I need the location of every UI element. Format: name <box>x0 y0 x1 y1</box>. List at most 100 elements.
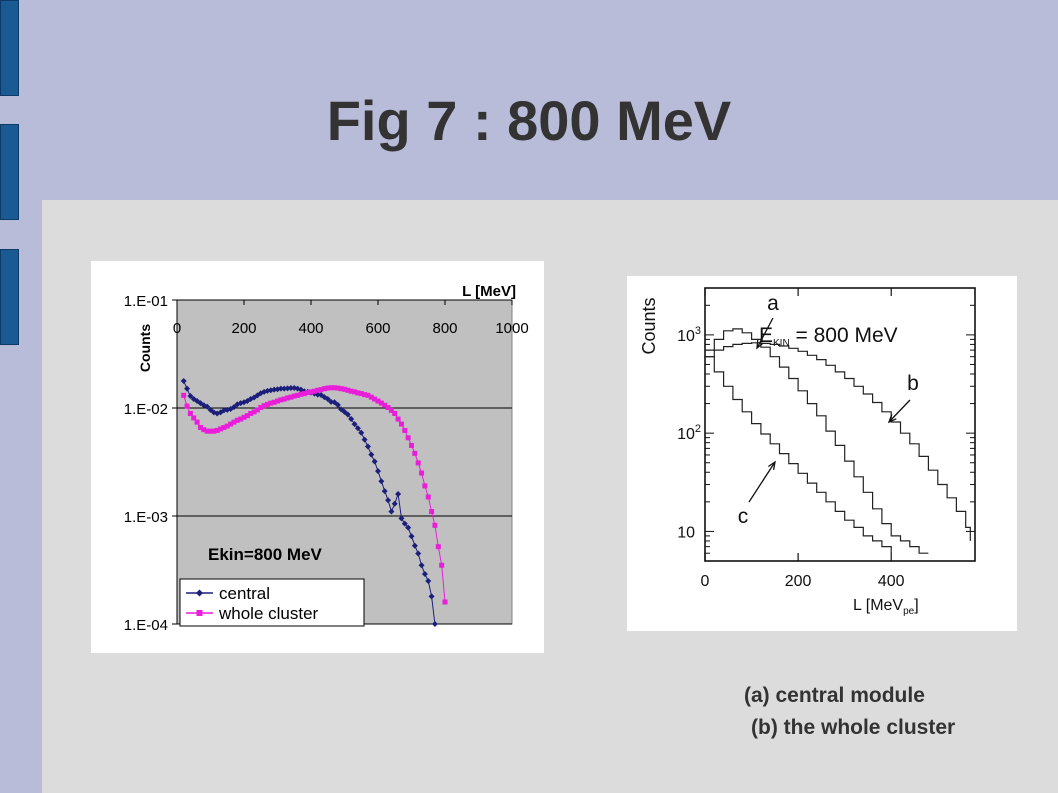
chart-annotation: Ekin=800 MeV <box>208 545 323 564</box>
curve-label-a-arrowhead <box>756 339 764 350</box>
data-point <box>328 385 334 391</box>
curve-label-b: b <box>907 372 919 395</box>
data-point <box>362 392 368 398</box>
data-point <box>231 419 237 425</box>
data-point <box>388 508 395 515</box>
data-point <box>431 621 438 627</box>
data-point <box>221 424 227 430</box>
caption-central-module: (a) central module <box>744 684 925 707</box>
data-point <box>354 425 361 432</box>
data-point <box>381 488 388 495</box>
data-point <box>238 416 244 422</box>
legend-box <box>179 578 365 627</box>
data-point <box>187 410 193 416</box>
data-point <box>422 483 428 489</box>
x-axis-title: L [MeV] <box>462 283 516 300</box>
side-tab-1 <box>0 0 19 96</box>
data-point <box>405 435 411 441</box>
data-point <box>210 409 217 416</box>
y-tick-label: 1.E-03 <box>124 509 168 526</box>
y-tick-label: 1.E-01 <box>124 293 168 310</box>
data-point <box>395 416 401 422</box>
x-tick-label: 200 <box>231 320 256 337</box>
data-point <box>298 391 304 397</box>
data-point <box>227 405 234 412</box>
data-point <box>324 396 331 403</box>
data-point <box>261 403 267 409</box>
data-point <box>371 458 378 465</box>
data-point <box>184 385 191 392</box>
scanned-plot-panel: 0 200 400 103 102 10 Counts L [MeVpe] EKIN = 800… <box>627 276 1017 631</box>
data-point <box>401 520 408 527</box>
data-point <box>375 468 381 475</box>
data-point <box>425 578 432 585</box>
data-point <box>358 429 365 436</box>
x-tick-label: 600 <box>365 320 390 337</box>
x-tick-label: 1000 <box>495 320 528 337</box>
histogram-series-b <box>705 342 971 541</box>
histogram-series-a <box>705 328 929 554</box>
data-point <box>391 500 398 507</box>
data-point <box>254 407 260 413</box>
data-point <box>180 377 187 384</box>
data-point <box>321 386 327 392</box>
data-point <box>368 394 374 400</box>
data-point <box>425 494 431 500</box>
data-point <box>375 398 381 404</box>
data-point <box>201 427 207 433</box>
y-axis-title: Counts <box>639 297 659 354</box>
data-point <box>271 399 277 405</box>
data-point <box>181 392 187 398</box>
data-point <box>385 405 391 411</box>
excel-log-chart: 1.E-01 1.E-02 1.E-03 1.E-04 0 200 400 600 800 100… <box>124 283 529 634</box>
curve-label-c: c <box>738 505 749 528</box>
data-point <box>191 415 197 421</box>
data-point <box>211 428 217 434</box>
data-point <box>358 391 364 397</box>
legend-label: whole cluster <box>218 604 319 623</box>
data-point <box>318 387 324 393</box>
curve-label-a-arrow <box>756 317 774 349</box>
data-point <box>297 386 304 393</box>
curve-label-b-arrow <box>888 399 911 423</box>
data-point <box>435 544 441 550</box>
data-point <box>334 401 341 408</box>
data-point <box>428 593 435 600</box>
curve-label-b-arrowhead <box>887 414 897 424</box>
data-point <box>187 393 194 400</box>
data-point <box>412 450 418 456</box>
data-point <box>392 410 398 416</box>
caption-whole-cluster: (b) the whole cluster <box>751 716 956 739</box>
data-point <box>237 400 244 407</box>
data-point <box>338 386 344 392</box>
data-point <box>432 522 438 528</box>
data-point <box>285 395 291 401</box>
data-point <box>351 421 358 428</box>
x-tick-label: 800 <box>432 320 457 337</box>
data-point <box>278 397 284 403</box>
x-axis-title: L [MeVpe] <box>853 597 919 617</box>
data-point <box>365 392 371 398</box>
histogram-series-c <box>705 356 892 554</box>
title-band <box>0 0 1058 200</box>
data-point <box>194 419 200 425</box>
x-tick-label: 400 <box>878 573 905 590</box>
data-point <box>344 411 351 418</box>
data-point <box>409 442 414 448</box>
side-tab-3 <box>0 249 19 345</box>
data-point <box>335 385 341 391</box>
data-point <box>382 402 388 408</box>
data-point <box>388 407 394 413</box>
data-point <box>281 396 287 402</box>
data-point <box>194 398 201 405</box>
data-point <box>268 400 274 406</box>
data-point <box>248 410 254 416</box>
data-point <box>352 389 358 395</box>
y-axis-title: Counts <box>137 324 153 372</box>
data-point <box>251 409 257 415</box>
data-point <box>277 385 284 392</box>
x-tick-label: 0 <box>173 320 181 337</box>
data-point <box>342 386 347 392</box>
data-point <box>234 417 240 423</box>
data-point <box>368 451 375 458</box>
